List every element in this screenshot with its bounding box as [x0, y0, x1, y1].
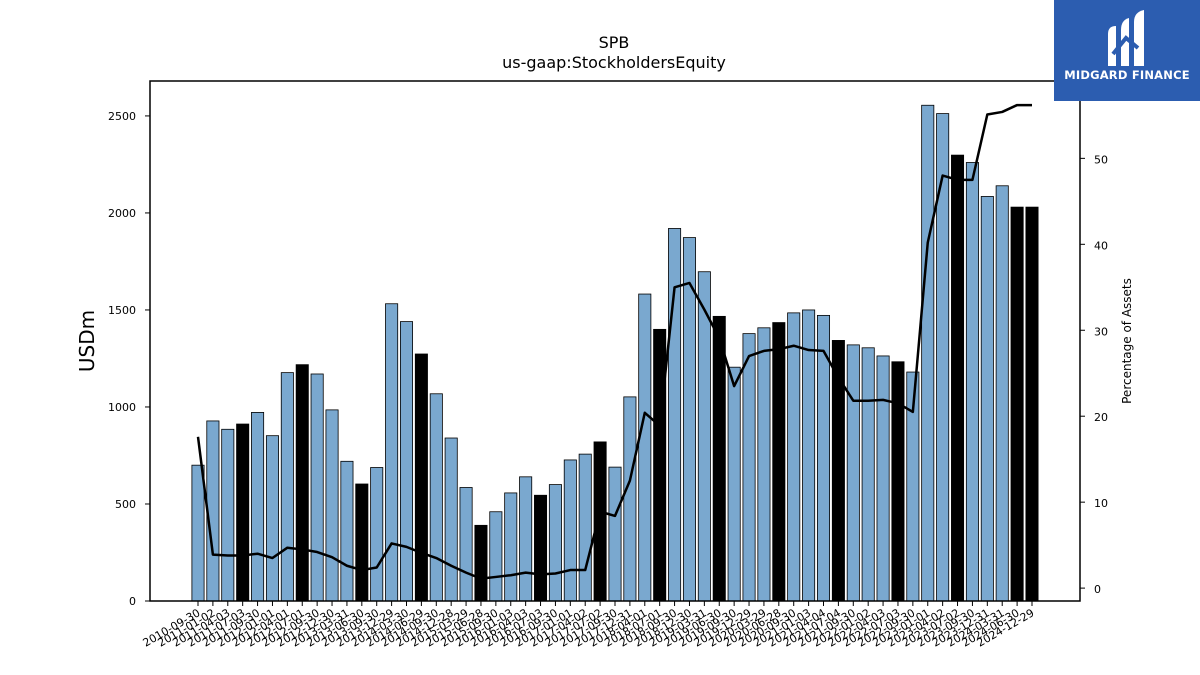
bar [772, 322, 786, 602]
y2-tick-label: 20 [1094, 411, 1108, 424]
bar [191, 464, 205, 602]
logo-text: MIDGARD FINANCE [1064, 68, 1190, 82]
bar [846, 344, 860, 602]
bar [891, 361, 905, 602]
bar-series [191, 104, 1039, 602]
chart-subtitle: us-gaap:StockholdersEquity [502, 53, 726, 72]
bar [251, 412, 265, 602]
bar [280, 372, 294, 602]
bar [623, 396, 637, 602]
bar [653, 328, 667, 602]
bar [593, 441, 607, 602]
bar [265, 435, 279, 602]
bar [399, 321, 414, 602]
bar [504, 492, 518, 602]
midgard-finance-logo: MIDGARD FINANCE [1054, 0, 1200, 101]
bar [668, 228, 682, 602]
logo-mark-icon [1108, 10, 1144, 66]
bar [340, 460, 354, 602]
bar [534, 494, 548, 602]
bar [876, 355, 890, 602]
bar [414, 353, 428, 602]
bar [921, 104, 935, 602]
bar [385, 303, 399, 602]
y2-tick-label: 10 [1094, 497, 1108, 510]
bar [727, 366, 741, 602]
bar [1025, 206, 1039, 602]
bar [236, 423, 250, 602]
bar [221, 428, 235, 602]
bar [802, 309, 816, 602]
bar [965, 162, 979, 602]
y2-tick-label: 40 [1094, 239, 1108, 252]
bar [951, 154, 965, 602]
bar [638, 293, 652, 602]
bar [995, 185, 1009, 602]
bar [712, 315, 726, 602]
y-tick-label: 500 [115, 498, 136, 511]
bar [861, 347, 875, 602]
bar [370, 467, 384, 602]
bar [697, 271, 711, 602]
y-axis-left: 0 500 1000 1500 2000 2500 [108, 110, 150, 608]
bar [519, 476, 533, 602]
y2-axis-label: Percentage of Assets [1120, 278, 1134, 404]
bar [295, 364, 309, 602]
bar [325, 409, 339, 602]
y-axis-label: USDm [75, 310, 99, 372]
bar [474, 524, 488, 602]
bar [578, 453, 592, 602]
bar [459, 487, 473, 602]
bar [742, 333, 756, 602]
bar [355, 483, 369, 602]
percentage-line-series [196, 103, 1032, 580]
bar [489, 511, 503, 602]
y2-tick-label: 30 [1094, 325, 1108, 338]
y-tick-label: 2000 [108, 207, 136, 220]
bar [980, 196, 994, 602]
y2-tick-label: 0 [1094, 583, 1101, 596]
x-axis: 2010-09-302011-01-022011-04-032011-07-03… [141, 601, 1037, 650]
bar [563, 459, 577, 602]
bar [429, 393, 443, 602]
chart-title: SPB [599, 33, 630, 52]
bar [936, 113, 950, 602]
bar [310, 373, 324, 602]
y-tick-label: 0 [129, 595, 136, 608]
percentage-line [196, 103, 1032, 580]
bar [444, 437, 458, 602]
y-tick-label: 2500 [108, 110, 136, 123]
bar [608, 466, 622, 602]
y2-tick-label: 50 [1094, 153, 1108, 166]
y-tick-label: 1000 [108, 401, 136, 414]
y-tick-label: 1500 [108, 304, 136, 317]
bar [548, 484, 562, 602]
bar [757, 327, 771, 602]
bar [1010, 206, 1024, 602]
y-axis-right: 0 10 20 30 40 50 [1080, 153, 1108, 596]
bar [787, 312, 801, 602]
